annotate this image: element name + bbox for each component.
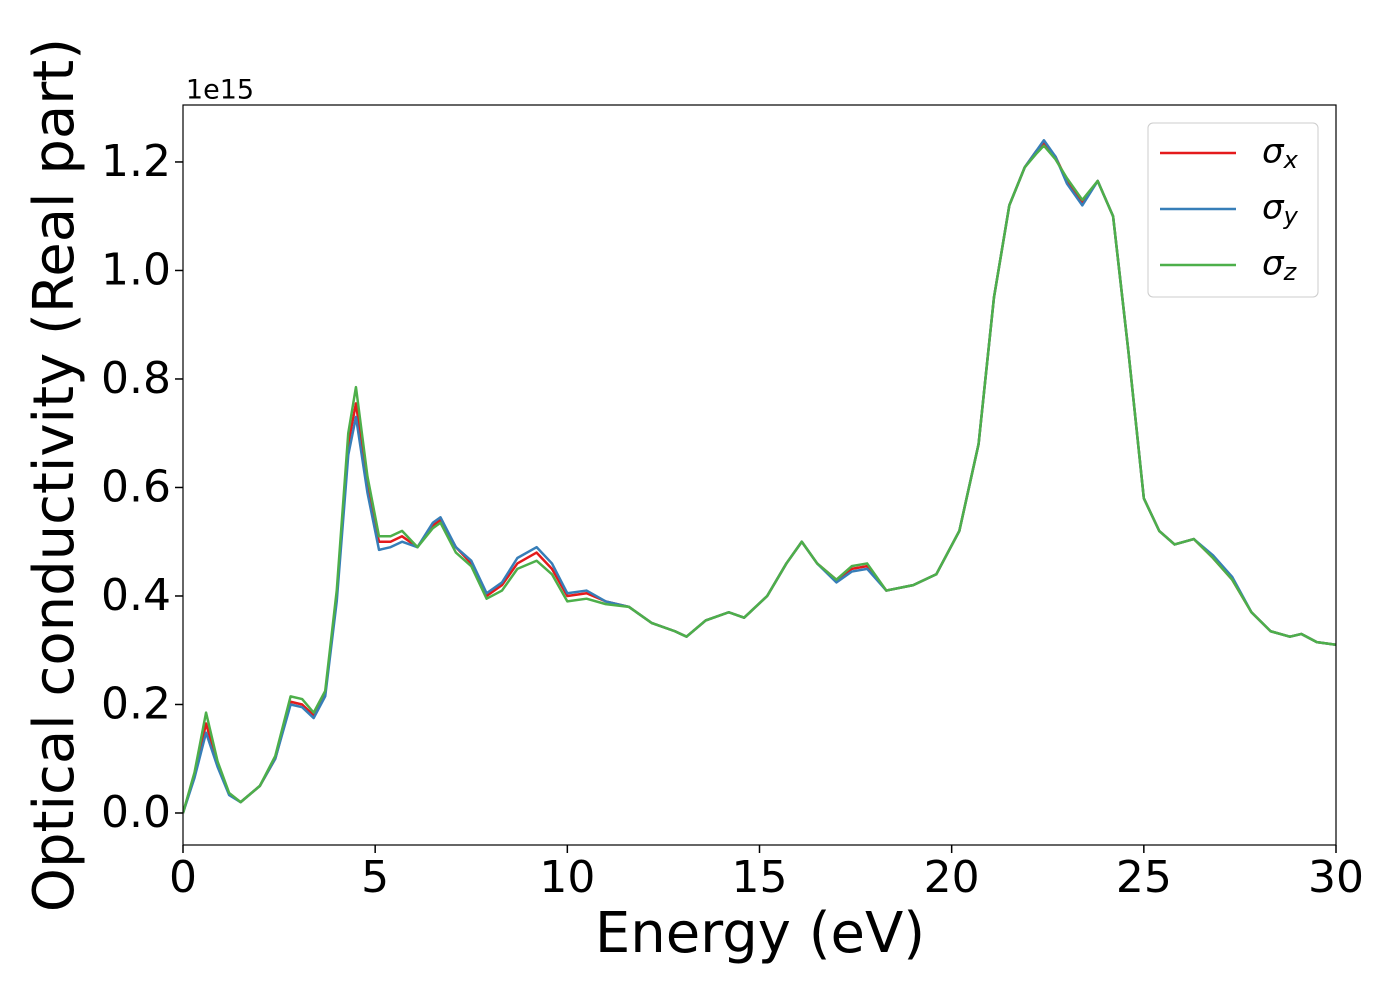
x-tick-label: 5	[361, 852, 389, 903]
y-tick-label: 0.8	[101, 353, 171, 404]
x-tick-label: 15	[732, 852, 788, 903]
x-tick-label: 30	[1308, 852, 1364, 903]
legend-label: σz	[1262, 244, 1298, 287]
y-tick-label: 0.4	[101, 570, 171, 621]
y-offset-label: 1e15	[186, 75, 254, 106]
plot-frame	[182, 104, 1337, 846]
y-tick-label: 0.2	[101, 678, 171, 729]
x-tick-label: 25	[1116, 852, 1172, 903]
y-tick-label: 1.0	[101, 244, 171, 295]
y-tick-label: 0.0	[101, 787, 171, 838]
y-tick-label: 1.2	[101, 136, 171, 187]
y-axis-label: Optical conductivity (Real part)	[22, 38, 87, 912]
series-line	[183, 144, 1336, 814]
x-tick-label: 10	[539, 852, 595, 903]
x-tick-label: 0	[169, 852, 197, 903]
x-tick-label: 20	[924, 852, 980, 903]
x-axis-label: Energy (eV)	[595, 901, 925, 966]
y-tick-label: 0.6	[101, 461, 171, 512]
